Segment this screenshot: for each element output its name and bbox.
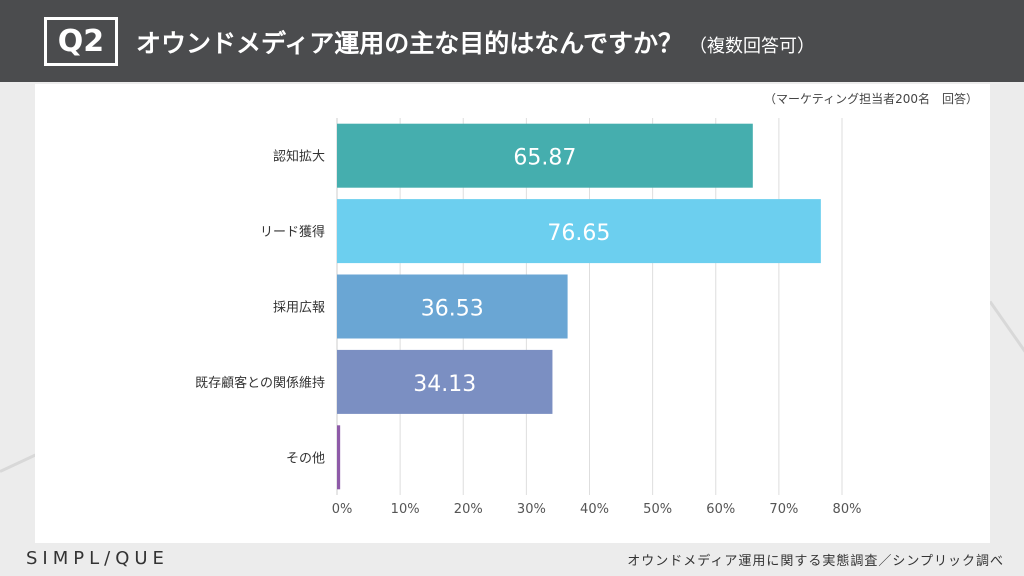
page-title: オウンドメディア運用の主な目的はなんですか？ （複数回答可） bbox=[136, 29, 816, 58]
category-label: 既存顧客との関係維持 bbox=[195, 375, 325, 391]
x-tick-label: 70% bbox=[769, 502, 798, 517]
category-label: 認知拡大 bbox=[273, 149, 325, 165]
bar bbox=[337, 123, 753, 188]
data-label: 34.13 bbox=[413, 372, 476, 397]
bar bbox=[337, 199, 821, 264]
logo: SIMPL/QUE bbox=[26, 548, 169, 569]
source-note: オウンドメディア運用に関する実態調査／シンプリック調べ bbox=[627, 554, 1004, 569]
respondent-note: （マーケティング担当者200名 回答） bbox=[764, 92, 978, 106]
category-label: その他 bbox=[286, 451, 325, 466]
data-label: 65.87 bbox=[513, 146, 576, 171]
bar bbox=[337, 425, 341, 490]
x-tick-label: 30% bbox=[517, 502, 546, 517]
category-label: リード獲得 bbox=[260, 224, 325, 240]
question-number: Q2 bbox=[44, 17, 118, 66]
data-label: 36.53 bbox=[421, 297, 484, 322]
page-subtitle: （複数回答可） bbox=[689, 36, 816, 57]
x-tick-label: 40% bbox=[580, 502, 609, 517]
bar bbox=[337, 274, 568, 339]
x-tick-label: 10% bbox=[391, 502, 420, 517]
x-tick-label: 0% bbox=[332, 502, 353, 517]
x-tick-label: 20% bbox=[454, 502, 483, 517]
bar bbox=[337, 349, 553, 414]
x-tick-label: 60% bbox=[706, 502, 735, 517]
x-tick-label: 80% bbox=[833, 502, 862, 517]
x-tick-label: 50% bbox=[643, 502, 672, 517]
data-label: 76.65 bbox=[547, 221, 610, 246]
header: Q2 オウンドメディア運用の主な目的はなんですか？ （複数回答可） bbox=[0, 0, 1024, 82]
category-label: 採用広報 bbox=[273, 301, 325, 316]
